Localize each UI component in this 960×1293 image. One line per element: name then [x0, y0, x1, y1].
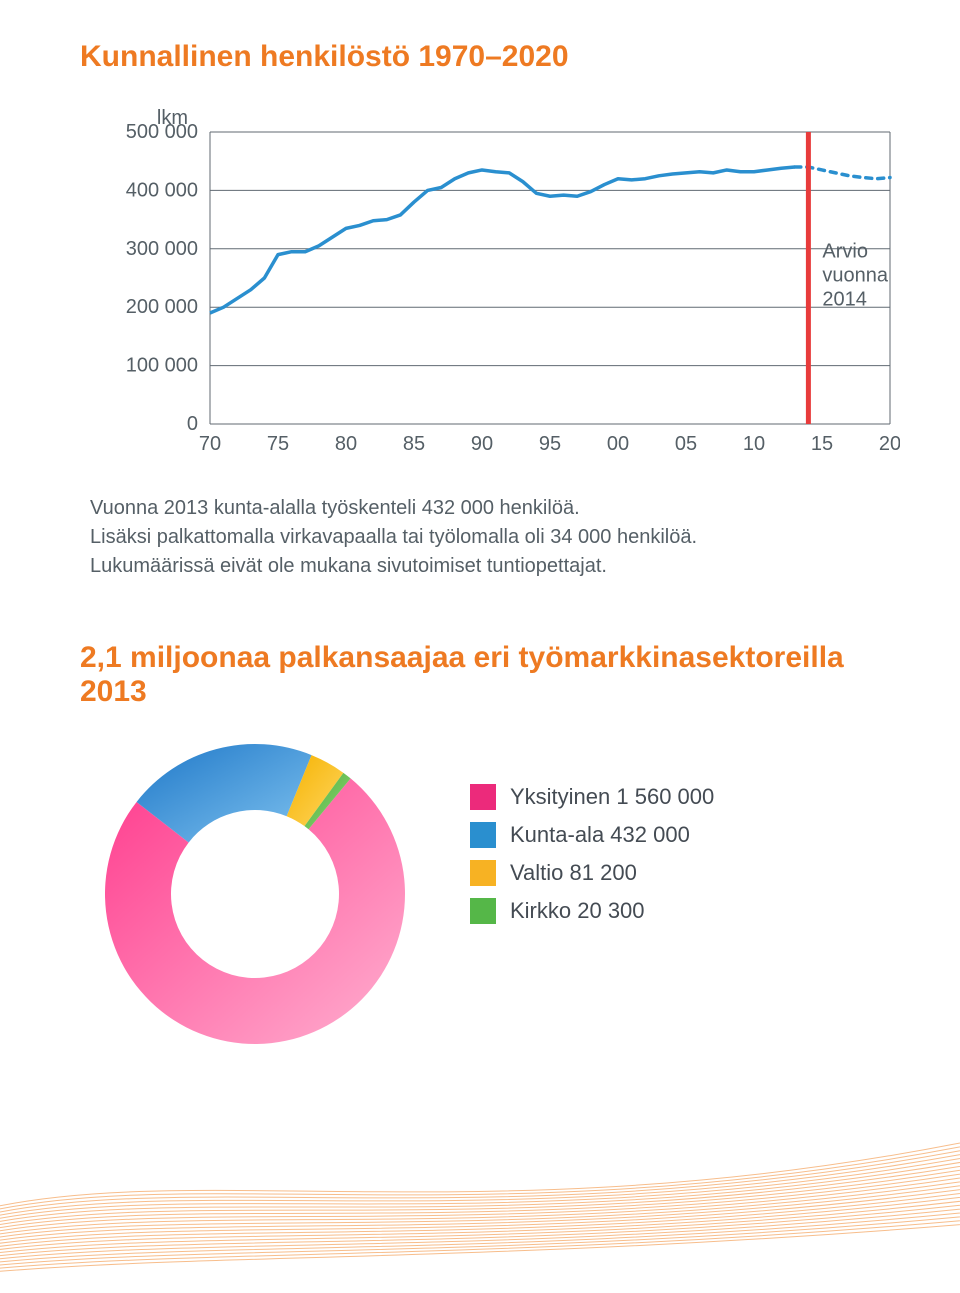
legend-item: Yksityinen 1 560 000: [470, 784, 714, 810]
donut-chart: [100, 739, 410, 1049]
svg-text:100 000: 100 000: [126, 355, 198, 377]
legend-label: Yksityinen 1 560 000: [510, 784, 714, 810]
caption-line: Vuonna 2013 kunta-alalla työskenteli 432…: [90, 497, 580, 519]
section1-title: Kunnallinen henkilöstö 1970–2020: [80, 40, 900, 74]
svg-text:20: 20: [879, 433, 900, 455]
svg-text:2014: 2014: [822, 289, 867, 311]
svg-text:400 000: 400 000: [126, 179, 198, 201]
svg-text:75: 75: [267, 433, 289, 455]
legend-swatch: [470, 860, 496, 886]
donut-legend: Yksityinen 1 560 000 Kunta-ala 432 000 Val…: [470, 784, 714, 924]
svg-text:90: 90: [471, 433, 493, 455]
svg-text:15: 15: [811, 433, 833, 455]
svg-text:500 000: 500 000: [126, 121, 198, 143]
svg-text:0: 0: [187, 413, 198, 435]
legend-swatch: [470, 898, 496, 924]
svg-text:10: 10: [743, 433, 765, 455]
svg-text:80: 80: [335, 433, 357, 455]
svg-text:200 000: 200 000: [126, 296, 198, 318]
svg-text:05: 05: [675, 433, 697, 455]
caption-line: Lisäksi palkattomalla virkavapaalla tai …: [90, 526, 697, 548]
caption-line: Lukumäärissä eivät ole mukana sivutoimis…: [90, 555, 607, 577]
section2-title: 2,1 miljoonaa palkansaajaa eri työmarkki…: [80, 641, 900, 709]
svg-text:95: 95: [539, 433, 561, 455]
legend-label: Kirkko 20 300: [510, 898, 645, 924]
svg-text:Arvio: Arvio: [822, 241, 868, 263]
svg-text:70: 70: [199, 433, 221, 455]
svg-text:00: 00: [607, 433, 629, 455]
decor-waves: [0, 1073, 960, 1293]
svg-text:300 000: 300 000: [126, 238, 198, 260]
legend-label: Kunta-ala 432 000: [510, 822, 690, 848]
legend-swatch: [470, 822, 496, 848]
legend-item: Kirkko 20 300: [470, 898, 714, 924]
legend-item: Kunta-ala 432 000: [470, 822, 714, 848]
legend-item: Valtio 81 200: [470, 860, 714, 886]
line-chart: lkm0100 000200 000300 000400 000500 0007…: [80, 104, 900, 464]
legend-swatch: [470, 784, 496, 810]
legend-label: Valtio 81 200: [510, 860, 637, 886]
svg-text:85: 85: [403, 433, 425, 455]
chart-caption: Vuonna 2013 kunta-alalla työskenteli 432…: [90, 494, 850, 581]
svg-text:vuonna: vuonna: [822, 265, 888, 287]
